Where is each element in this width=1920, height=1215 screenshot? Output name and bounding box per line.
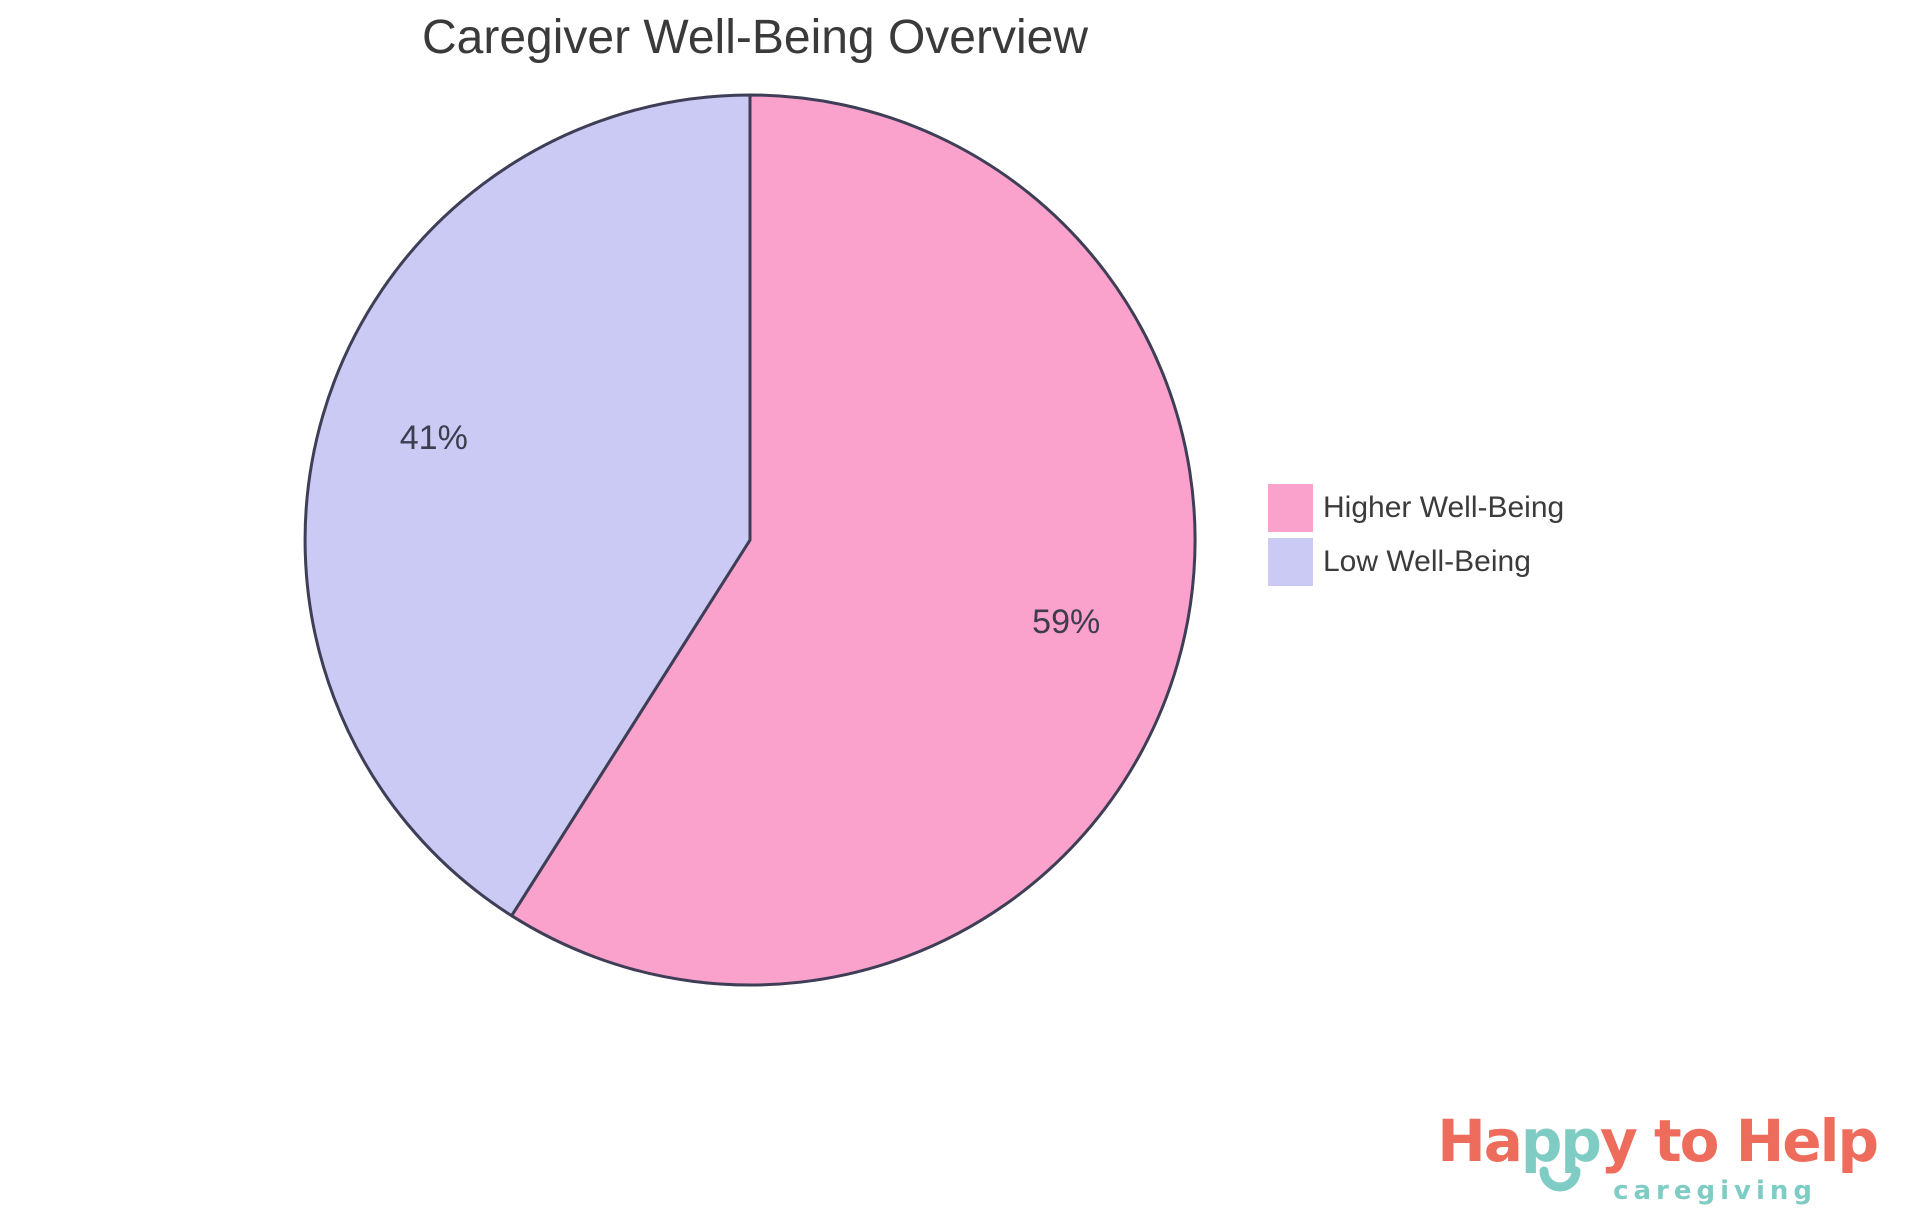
smile-icon <box>1539 1166 1581 1192</box>
logo-part-text: pp <box>1520 1107 1602 1175</box>
percent-label: 41% <box>400 419 468 457</box>
logo-part: y to Help <box>1599 1107 1879 1175</box>
pie-chart: 59% 41% <box>303 93 1197 987</box>
legend-swatch <box>1268 538 1313 586</box>
percent-label: 59% <box>1032 603 1100 641</box>
legend-label: Low Well-Being <box>1323 545 1531 578</box>
pie-slice <box>303 93 752 918</box>
logo: Happ y to Help caregiving <box>1437 1112 1879 1206</box>
legend-item: Low Well-Being <box>1268 538 1564 586</box>
legend-label: Higher Well-Being <box>1323 491 1565 524</box>
legend: Higher Well-Being Low Well-Being <box>1268 484 1564 592</box>
pie-slice <box>510 93 1197 987</box>
logo-part: pp <box>1521 1112 1602 1192</box>
logo-part: Ha <box>1437 1107 1523 1175</box>
legend-swatch <box>1268 484 1313 532</box>
legend-item: Higher Well-Being <box>1268 484 1564 532</box>
logo-subtitle: caregiving <box>1613 1176 1817 1206</box>
logo-wordmark: Happ y to Help <box>1437 1112 1879 1192</box>
chart-title: Caregiver Well-Being Overview <box>422 11 1088 64</box>
